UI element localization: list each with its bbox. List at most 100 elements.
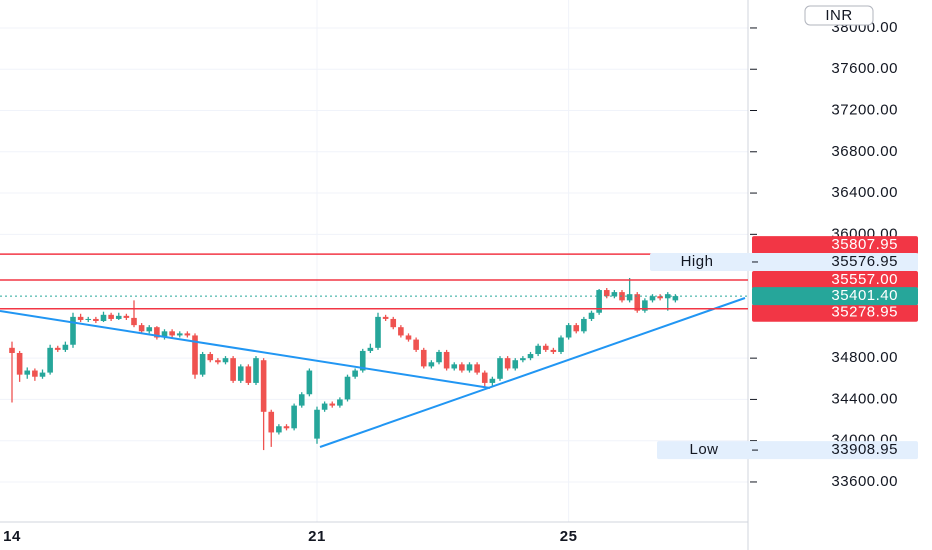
last-price-label: 35401.40 <box>831 287 898 304</box>
x-tick-label: 14 <box>3 528 21 545</box>
candle-body <box>70 316 76 345</box>
candle-body <box>565 325 572 338</box>
candle-body <box>489 378 496 383</box>
candle-body <box>276 426 282 433</box>
candle-body <box>291 405 297 429</box>
candle-body <box>237 366 244 381</box>
candle-body <box>634 294 641 311</box>
candle-body <box>253 358 259 383</box>
candle-body <box>497 358 503 379</box>
candle-body <box>230 358 236 381</box>
candle-body <box>657 296 663 299</box>
candle-body <box>664 294 671 299</box>
candles <box>9 277 679 451</box>
candle-body <box>329 403 336 406</box>
price-label-box <box>752 236 918 255</box>
y-tick-label: 36400.00 <box>831 184 898 201</box>
candle-body <box>466 364 473 371</box>
currency-box <box>804 5 874 26</box>
low-value: 33908.95 <box>831 441 898 458</box>
candle-body <box>375 316 381 348</box>
candle-body <box>85 318 92 320</box>
candle-body <box>115 315 122 319</box>
candle-body <box>192 335 198 375</box>
candle-body <box>131 317 137 326</box>
candle-body <box>672 296 679 301</box>
candle-body <box>474 364 480 373</box>
candle-body <box>581 318 587 332</box>
candle-body <box>337 399 343 406</box>
candle-body <box>405 335 412 340</box>
price-label: 35557.00 <box>831 271 898 288</box>
candle-body <box>108 314 114 319</box>
candle-body <box>520 358 526 361</box>
candle-body <box>169 331 175 336</box>
candle-body <box>550 349 557 352</box>
high-name: High <box>681 253 714 270</box>
candle-body <box>542 345 549 350</box>
trend-line <box>0 310 491 389</box>
price-label: 35807.95 <box>831 236 898 253</box>
candle-body <box>436 351 442 363</box>
candle-body <box>161 331 168 338</box>
candle-body <box>245 366 252 383</box>
high-value: 35576.95 <box>831 253 898 270</box>
candle-body <box>596 290 602 313</box>
y-tick-label: 33600.00 <box>831 473 898 490</box>
candle-body <box>642 300 648 311</box>
candle-body <box>176 333 183 336</box>
candle-body <box>306 370 313 395</box>
candle-body <box>558 337 564 352</box>
candle-body <box>199 354 206 375</box>
y-tick-label: 37200.00 <box>831 101 898 118</box>
y-tick-label: 36800.00 <box>831 143 898 160</box>
candle-body <box>93 318 99 322</box>
candle-body <box>77 316 84 320</box>
candle-body <box>382 316 389 319</box>
candle-body <box>398 327 404 336</box>
candle-body <box>573 325 580 332</box>
x-tick-label: 21 <box>308 528 326 545</box>
candle-body <box>260 360 267 412</box>
trend-line <box>319 297 746 448</box>
y-tick-label: 37600.00 <box>831 60 898 77</box>
currency: INR <box>825 7 852 24</box>
candle-body <box>314 409 320 439</box>
candle-body <box>39 372 46 377</box>
candle-body <box>100 314 107 322</box>
candle-body <box>443 351 450 369</box>
candle-body <box>504 358 511 369</box>
candle-body <box>611 292 618 297</box>
candle-body <box>459 364 465 371</box>
candle-body <box>321 403 328 410</box>
candle-body <box>298 394 305 406</box>
candle-body <box>359 350 366 371</box>
candle-body <box>413 339 419 350</box>
candle-body <box>588 312 595 319</box>
candle-body <box>535 345 541 355</box>
candle-body <box>24 370 31 375</box>
candle-body <box>47 347 53 373</box>
candle-body <box>9 347 15 353</box>
y-tick-label: 34800.00 <box>831 349 898 366</box>
candle-body <box>428 362 435 367</box>
low-name: Low <box>689 441 718 458</box>
candle-body <box>146 327 153 332</box>
low-label-box <box>657 441 918 460</box>
high-label-box <box>650 252 918 271</box>
candle-body <box>207 354 214 361</box>
candle-body <box>451 364 458 369</box>
candle-body <box>283 426 290 429</box>
candle-body <box>62 344 69 350</box>
candle-body <box>268 411 275 433</box>
candle-body <box>603 290 610 297</box>
candle-body <box>367 347 374 351</box>
candle-body <box>215 360 221 363</box>
candle-body <box>16 352 23 375</box>
last-price-box <box>752 287 918 306</box>
candle-body <box>626 294 633 301</box>
price-label-box <box>752 303 918 322</box>
candle-body <box>390 318 397 328</box>
